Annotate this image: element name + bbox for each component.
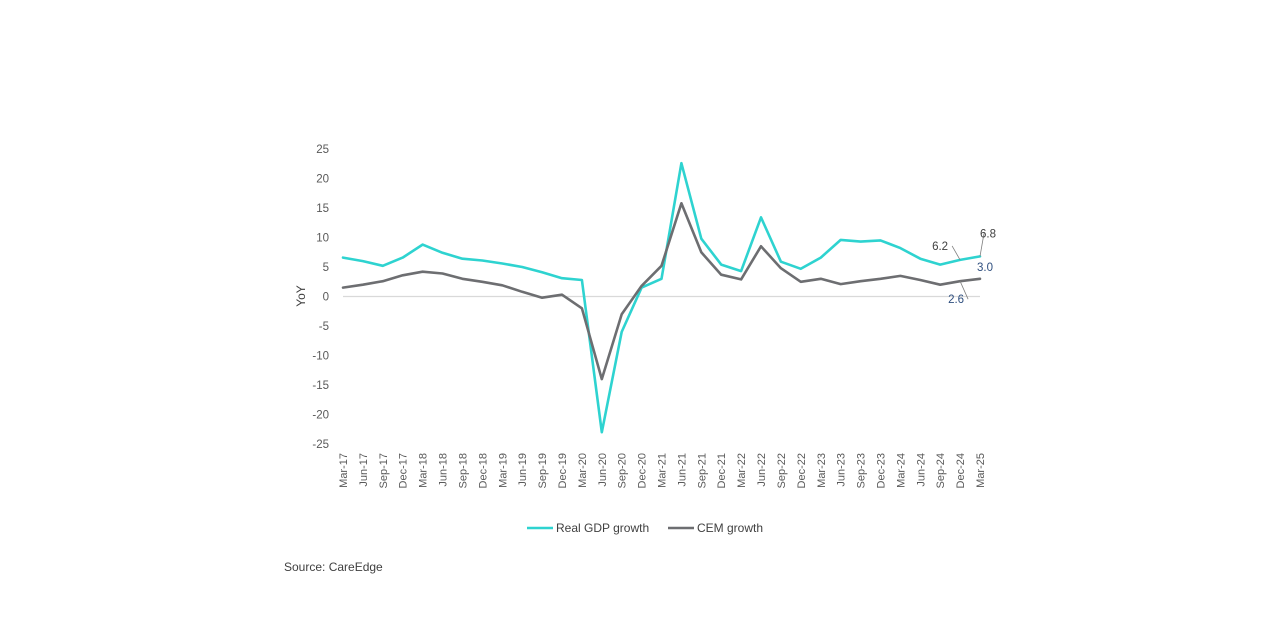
x-tick-label: Jun-19 (517, 453, 529, 487)
y-tick-label: 15 (316, 203, 329, 215)
series-line-cem-growth (341, 202, 982, 381)
data-label-leader (979, 233, 985, 257)
x-tick-label: Dec-19 (557, 453, 569, 488)
x-tick-label: Jun-23 (836, 453, 848, 487)
x-tick-label: Mar-18 (418, 453, 430, 488)
y-tick-label: 10 (316, 233, 329, 245)
x-tick-label: Jun-24 (915, 453, 927, 487)
y-tick-label: 5 (323, 262, 329, 274)
data-label-leader (951, 245, 961, 261)
x-tick-label: Sep-22 (776, 453, 788, 488)
x-tick-label: Mar-24 (895, 453, 907, 488)
y-tick-label: 0 (323, 292, 329, 304)
y-tick-label: -15 (312, 380, 329, 392)
y-tick-label: 20 (316, 174, 329, 186)
x-tick-label: Dec-22 (796, 453, 808, 488)
x-tick-label: Mar-25 (975, 453, 987, 488)
x-tick-label: Jun-18 (438, 453, 450, 487)
legend-label-cem-growth: CEM growth (697, 521, 763, 535)
y-tick-label: -5 (319, 321, 329, 333)
data-label: 6.2 (932, 241, 948, 253)
x-tick-label: Jun-21 (676, 453, 688, 487)
y-tick-label: -10 (312, 351, 329, 363)
x-tick-label: Mar-19 (497, 453, 509, 488)
x-tick-label: Mar-17 (338, 453, 350, 488)
x-tick-label: Mar-23 (816, 453, 828, 488)
data-label: 2.6 (948, 294, 964, 306)
x-tick-label: Sep-19 (537, 453, 549, 488)
x-tick-label: Jun-22 (756, 453, 768, 487)
x-tick-label: Dec-23 (875, 453, 887, 488)
x-tick-label: Sep-18 (457, 453, 469, 488)
x-tick-label: Sep-17 (378, 453, 390, 488)
x-tick-label: Dec-18 (477, 453, 489, 488)
x-tick-label: Sep-24 (935, 453, 947, 488)
x-tick-label: Jun-17 (358, 453, 370, 487)
x-tick-label: Dec-17 (398, 453, 410, 488)
x-tick-label: Sep-23 (856, 453, 868, 488)
data-label-leader (959, 280, 969, 300)
y-tick-label: -20 (312, 410, 329, 422)
y-tick-label: -25 (312, 439, 329, 451)
x-tick-label: Dec-21 (716, 453, 728, 488)
y-axis-label: YoY (294, 285, 308, 307)
x-tick-label: Sep-20 (617, 453, 629, 488)
source-note: Source: CareEdge (284, 560, 383, 574)
y-tick-label: 25 (316, 144, 329, 156)
x-tick-label: Dec-24 (955, 453, 967, 488)
x-tick-label: Mar-20 (577, 453, 589, 488)
x-tick-label: Dec-20 (637, 453, 649, 488)
x-tick-label: Mar-21 (657, 453, 669, 488)
data-label: 6.8 (980, 228, 996, 240)
x-tick-label: Sep-21 (696, 453, 708, 488)
x-tick-label: Jun-20 (597, 453, 609, 487)
legend-label-real-gdp-growth: Real GDP growth (556, 521, 649, 535)
x-tick-label: Mar-22 (736, 453, 748, 488)
series-line-real-gdp-growth (341, 161, 982, 434)
data-label: 3.0 (977, 262, 993, 274)
